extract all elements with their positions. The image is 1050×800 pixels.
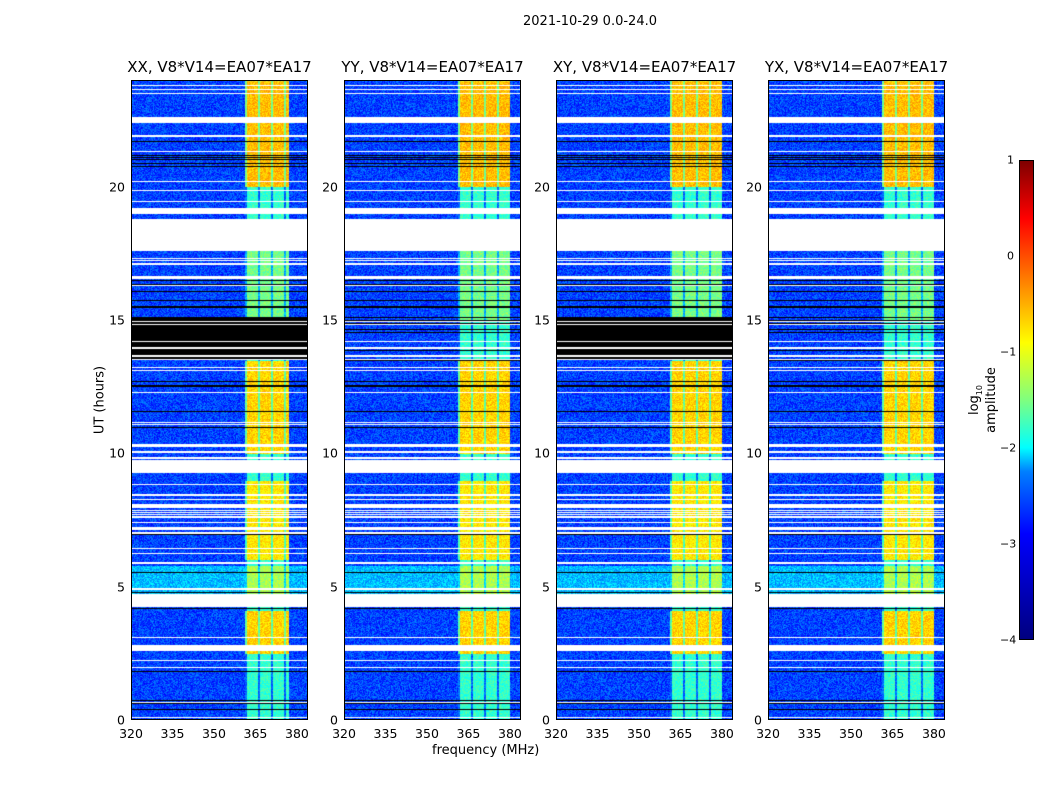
colorbar-tick-label: −4 (1000, 633, 1017, 647)
colorbar-tick-label: −3 (1000, 537, 1017, 551)
y-tick-label: 20 (746, 179, 762, 195)
y-tick-label: 5 (117, 579, 125, 595)
y-tick-label: 0 (117, 712, 125, 728)
x-axis-label: frequency (MHz) (432, 743, 540, 758)
x-tick-label: 380 (922, 726, 946, 741)
x-tick-label: 320 (332, 726, 356, 741)
panel-yy: YY, V8*V14=EA07*EA17 320 335 350 365 380 0 5 10 1… (322, 58, 524, 741)
heatmap-image (344, 80, 521, 720)
colorbar-tick-label: 1 (1007, 153, 1014, 167)
heatmap-image (131, 80, 308, 720)
y-tick-label: 15 (534, 312, 550, 328)
x-tick-label: 350 (415, 726, 439, 741)
panel-xy: XY, V8*V14=EA07*EA17 320 335 350 365 380 0 5 10 1… (534, 58, 736, 741)
x-tick-label: 335 (373, 726, 398, 741)
colorbar-tick-label: −2 (1000, 441, 1017, 455)
x-tick-label: 320 (544, 726, 568, 741)
heatmap-image (556, 80, 733, 720)
panel-title: YX, V8*V14=EA07*EA17 (764, 58, 949, 76)
y-tick-label: 0 (542, 712, 550, 728)
x-tick-label: 365 (456, 726, 481, 741)
panel-xx: XX, V8*V14=EA07*EA17 320 335 350 365 380 0 5 10 1… (109, 58, 312, 741)
colorbar-tick-label: −1 (1000, 345, 1017, 359)
x-tick-label: 320 (119, 726, 143, 741)
y-tick-label: 0 (754, 712, 762, 728)
y-tick-label: 15 (746, 312, 762, 328)
x-tick-label: 350 (627, 726, 651, 741)
colorbar-tick-label: 0 (1007, 249, 1014, 263)
y-axis-label: UT (hours) (92, 365, 108, 435)
x-tick-label: 335 (797, 726, 822, 741)
x-tick-label: 350 (839, 726, 863, 741)
panel-title: XY, V8*V14=EA07*EA17 (552, 58, 737, 76)
colorbar (1019, 160, 1034, 640)
figure-title: 2021-10-29 0.0-24.0 (523, 14, 657, 29)
y-tick-label: 15 (109, 312, 125, 328)
y-tick-label: 15 (322, 312, 338, 328)
y-tick-label: 10 (109, 445, 125, 461)
y-tick-label: 5 (330, 579, 338, 595)
x-tick-label: 380 (710, 726, 734, 741)
panel-yx: YX, V8*V14=EA07*EA17 320 335 350 365 380 0 5 10 1… (746, 58, 948, 741)
y-tick-label: 20 (322, 179, 338, 195)
heatmap-image (768, 80, 945, 720)
x-tick-label: 350 (202, 726, 226, 741)
y-tick-label: 0 (330, 712, 338, 728)
x-tick-label: 365 (668, 726, 693, 741)
y-tick-label: 10 (534, 445, 550, 461)
x-tick-label: 380 (285, 726, 309, 741)
x-tick-label: 380 (498, 726, 522, 741)
panel-title: YY, V8*V14=EA07*EA17 (341, 58, 524, 76)
x-tick-label: 320 (756, 726, 780, 741)
y-tick-label: 20 (109, 179, 125, 195)
y-tick-label: 10 (322, 445, 338, 461)
y-tick-label: 5 (542, 579, 550, 595)
x-tick-label: 335 (160, 726, 185, 741)
panel-title: XX, V8*V14=EA07*EA17 (127, 58, 312, 76)
y-tick-label: 5 (754, 579, 762, 595)
x-tick-label: 365 (243, 726, 268, 741)
colorbar-label: log10 amplitude (967, 367, 999, 433)
y-tick-label: 10 (746, 445, 762, 461)
x-tick-label: 365 (880, 726, 905, 741)
y-tick-label: 20 (534, 179, 550, 195)
x-tick-label: 335 (585, 726, 610, 741)
